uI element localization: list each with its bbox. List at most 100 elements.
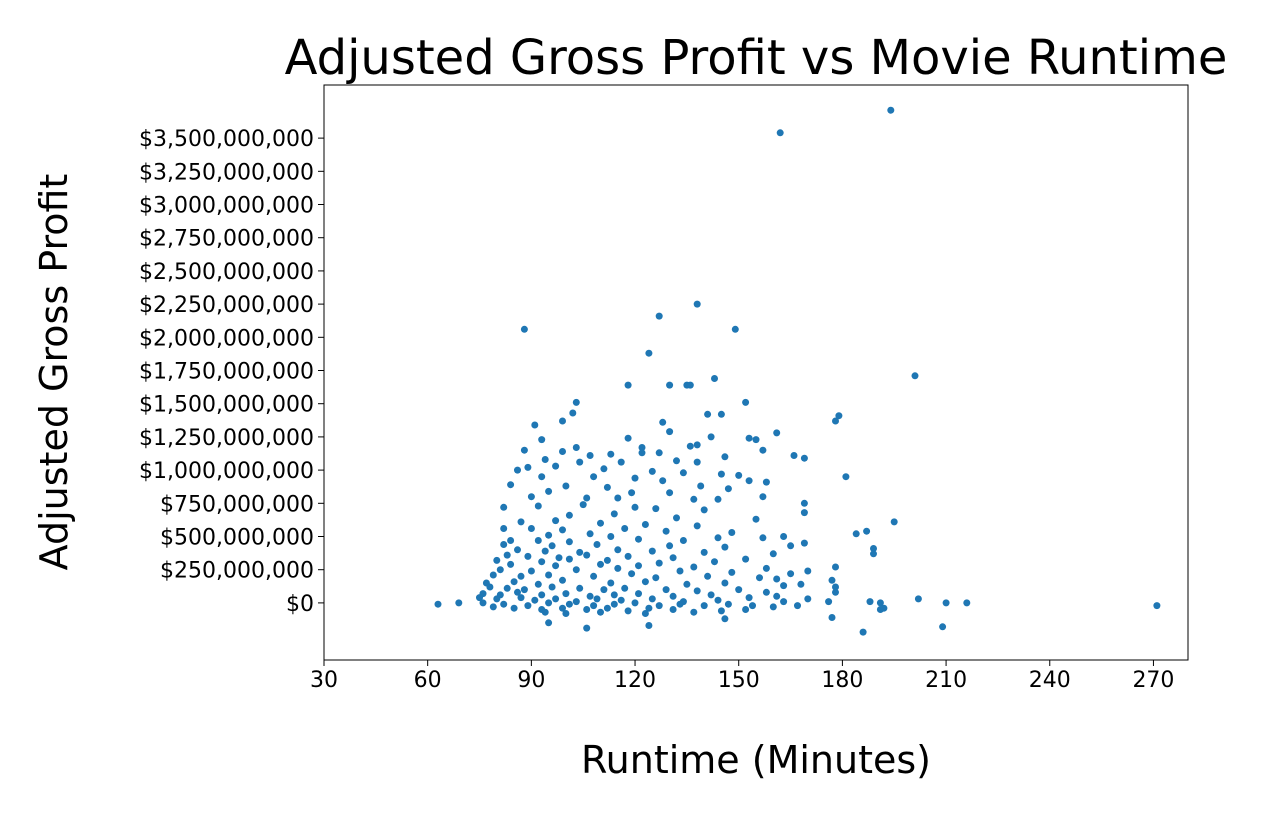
scatter-point (686, 442, 694, 450)
y-tick-label: $2,500,000,000 (139, 260, 314, 285)
scatter-point (707, 433, 715, 441)
scatter-point (800, 499, 808, 507)
scatter-point (686, 381, 694, 389)
scatter-point (514, 546, 521, 554)
scatter-point (507, 560, 515, 568)
scatter-point (541, 456, 549, 463)
scatter-point (583, 624, 591, 632)
scatter-point (489, 603, 497, 611)
scatter-point (655, 449, 663, 457)
x-axis-ticks: 30 60 90 120 150 180 210 240 270 (310, 660, 1174, 693)
scatter-point (628, 570, 636, 578)
scatter-point (648, 467, 656, 475)
scatter-point (714, 596, 722, 604)
x-tick-label: 120 (614, 668, 656, 693)
scatter-point (828, 576, 836, 584)
scatter-point (586, 592, 594, 600)
scatter-point (545, 571, 553, 579)
scatter-point (700, 506, 708, 514)
scatter-point (645, 622, 653, 629)
scatter-point (524, 552, 532, 560)
scatter-point (631, 503, 639, 511)
scatter-point (804, 567, 812, 575)
scatter-point (756, 574, 763, 582)
scatter-point (780, 598, 788, 606)
scatter-point (714, 495, 722, 503)
scatter-point (832, 563, 839, 571)
scatter-point (676, 600, 684, 608)
scatter-point (832, 417, 839, 425)
scatter-point (565, 511, 573, 519)
scatter-point (666, 542, 674, 550)
scatter-point (800, 454, 808, 462)
scatter-point (531, 421, 539, 429)
scatter-point (635, 535, 642, 543)
scatter-point (531, 596, 539, 604)
scatter-point (804, 595, 812, 603)
scatter-point (597, 560, 604, 568)
scatter-point (693, 587, 701, 595)
scatter-point (631, 599, 639, 607)
scatter-point (773, 575, 781, 583)
scatter-point (835, 412, 843, 420)
scatter-point (610, 600, 618, 608)
scatter-point (565, 555, 573, 563)
scatter-point (572, 398, 580, 406)
scatter-point (745, 477, 753, 485)
scatter-point (552, 562, 560, 570)
scatter-point (538, 436, 546, 444)
scatter-point (621, 584, 629, 592)
scatter-point (514, 588, 521, 596)
scatter-point (638, 449, 646, 457)
y-axis-ticks: $0 $250,000,000 $500,000,000 $750,000,000 $1… (139, 127, 324, 617)
scatter-point (496, 566, 504, 574)
y-tick-label: $3,500,000,000 (139, 127, 314, 152)
scatter-point (852, 530, 860, 538)
scatter-point (507, 481, 515, 489)
scatter-point (610, 510, 618, 518)
x-axis-label: Runtime (Minutes) (581, 738, 931, 782)
scatter-point (590, 602, 598, 610)
scatter-point (659, 418, 667, 426)
scatter-point (662, 586, 670, 594)
scatter-point (583, 551, 591, 559)
scatter-point (693, 441, 701, 449)
x-tick-label: 270 (1132, 668, 1174, 693)
scatter-point (565, 538, 573, 546)
scatter-point (559, 526, 566, 534)
scatter-point (624, 607, 632, 615)
scatter-point (832, 583, 839, 591)
scatter-point (493, 595, 501, 603)
y-tick-label: $2,750,000,000 (139, 227, 314, 252)
scatter-point (621, 525, 629, 532)
scatter-point (603, 604, 611, 612)
scatter-point (652, 574, 660, 582)
scatter-point (914, 595, 922, 603)
scatter-point (711, 558, 718, 566)
scatter-point (517, 594, 525, 602)
scatter-point (638, 444, 646, 451)
scatter-point (520, 446, 528, 454)
scatter-point (666, 428, 674, 436)
scatter-point (890, 518, 898, 526)
scatter-point (527, 493, 535, 501)
scatter-point (538, 591, 546, 599)
scatter-point (548, 542, 556, 550)
scatter-point (825, 598, 833, 606)
scatter-point (762, 588, 770, 596)
scatter-point (711, 375, 718, 382)
scatter-point (520, 586, 528, 594)
scatter-point (562, 482, 570, 490)
plot-area-frame (323, 84, 1189, 661)
scatter-point (552, 595, 560, 603)
scatter-point (880, 604, 888, 612)
scatter-point (579, 501, 587, 509)
scatter-point (572, 566, 580, 574)
scatter-point (559, 448, 566, 455)
y-tick-label: $750,000,000 (160, 492, 314, 517)
scatter-point (780, 533, 788, 540)
scatter-point (800, 509, 808, 517)
scatter-point (617, 458, 625, 466)
scatter-point (500, 600, 508, 608)
scatter-point (607, 450, 615, 458)
